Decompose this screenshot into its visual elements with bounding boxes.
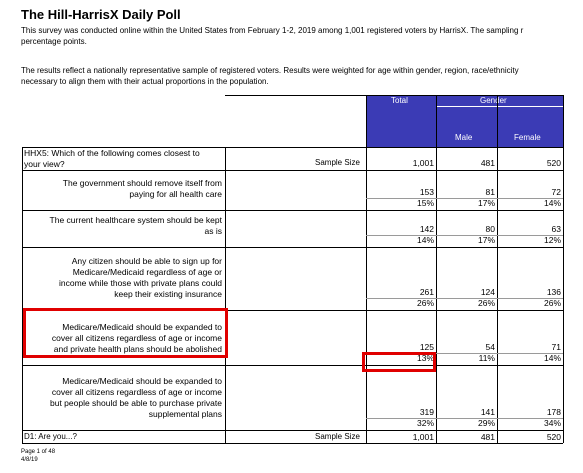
col-divider [366, 95, 367, 443]
col-divider [563, 95, 564, 443]
row-divider [22, 147, 563, 148]
pct-divider [366, 198, 563, 199]
count-female: 136 [546, 287, 561, 297]
sample-size-label: Sample Size [315, 158, 360, 167]
answer-option: Any citizen should be able to sign up fo… [26, 256, 222, 300]
col-divider [225, 147, 226, 443]
row-divider [22, 443, 563, 444]
answer-line: Medicare/Medicaid regardless of age or [72, 267, 222, 277]
pct-divider [366, 235, 563, 236]
count-male: 54 [485, 342, 495, 352]
percent-male: 29% [477, 418, 495, 428]
percent-female: 12% [543, 235, 561, 245]
question-line: your view? [24, 159, 65, 169]
col-divider [497, 95, 498, 443]
percent-total: 14% [416, 235, 434, 245]
answer-line: Any citizen should be able to sign up fo… [71, 256, 222, 266]
percent-male: 17% [477, 235, 495, 245]
answer-line: income while those with private plans co… [58, 278, 222, 288]
header-female: Female [514, 133, 541, 142]
col-divider [22, 147, 23, 443]
percent-female: 14% [543, 353, 561, 363]
header-total: Total [391, 96, 408, 105]
count-male: 81 [485, 187, 495, 197]
percent-total: 15% [416, 198, 434, 208]
answer-line: Medicare/Medicaid should be expanded to [62, 376, 222, 386]
count-female: 72 [551, 187, 561, 197]
percent-female: 14% [543, 198, 561, 208]
intro-text-1: This survey was conducted online within … [21, 25, 523, 47]
count-total: 142 [419, 224, 434, 234]
intro-line: necessary to align them with their actua… [21, 77, 269, 86]
count-male: 141 [480, 407, 495, 417]
percent-male: 11% [478, 353, 495, 363]
sample-size-female: 520 [546, 158, 561, 168]
answer-option: The current healthcare system should be … [26, 215, 222, 237]
pct-divider [366, 353, 563, 354]
highlight-box-percent [362, 352, 436, 372]
intro-line: percentage points. [21, 37, 87, 46]
sample-size-male: 481 [480, 158, 495, 168]
count-female: 71 [551, 342, 561, 352]
answer-option: Medicare/Medicaid should be expanded to c… [26, 376, 222, 420]
percent-male: 17% [477, 198, 495, 208]
header-gender: Gender [480, 96, 507, 105]
pct-divider [366, 418, 563, 419]
answer-line: The current healthcare system should be … [49, 215, 222, 225]
percent-total: 32% [416, 418, 434, 428]
answer-option: The government should remove itself from… [26, 178, 222, 200]
intro-line: This survey was conducted online within … [21, 26, 524, 35]
answer-line: Medicare/Medicaid should be expanded to [62, 322, 222, 332]
d1-sample-size-label: Sample Size [315, 432, 360, 441]
percent-total: 13% [416, 353, 434, 363]
count-total: 153 [419, 187, 434, 197]
report-date: 4/8/19 [21, 457, 38, 463]
d1-sample-size-total: 1,001 [412, 432, 434, 442]
answer-option: Medicare/Medicaid should be expanded to c… [26, 322, 222, 355]
header-male: Male [455, 133, 473, 142]
answer-line: cover all citizens regardless of age or … [51, 333, 222, 343]
count-total: 319 [419, 407, 434, 417]
sample-size-total: 1,001 [412, 158, 434, 168]
report-title: The Hill-HarrisX Daily Poll [21, 7, 181, 22]
count-male: 80 [485, 224, 495, 234]
intro-line: The results reflect a nationally represe… [21, 66, 519, 75]
col-divider [436, 95, 437, 443]
percent-female: 26% [543, 298, 561, 308]
d1-sample-size-female: 520 [546, 432, 561, 442]
pct-divider [366, 298, 563, 299]
answer-line: paying for all health care [129, 189, 222, 199]
row-divider [22, 247, 563, 248]
highlight-box-answer [23, 308, 228, 358]
percent-female: 34% [543, 418, 561, 428]
header-block [367, 95, 563, 147]
answer-line: The government should remove itself from [62, 178, 222, 188]
answer-line: cover all citizens regardless of age or … [51, 387, 222, 397]
count-female: 63 [551, 224, 561, 234]
answer-line: as is [204, 226, 222, 236]
question-text: HHX5: Which of the following comes close… [24, 148, 224, 170]
answer-line: supplemental plans [148, 409, 222, 419]
percent-total: 26% [416, 298, 434, 308]
header-divider [436, 106, 563, 107]
percent-male: 26% [477, 298, 495, 308]
answer-line: but people should be able to purchase pr… [49, 398, 222, 408]
question-line: HHX5: Which of the following comes close… [24, 148, 200, 158]
count-total: 125 [419, 342, 434, 352]
row-divider [22, 365, 563, 366]
answer-line: and private health plans should be aboli… [53, 344, 222, 354]
row-divider [22, 310, 563, 311]
count-total: 261 [419, 287, 434, 297]
row-divider [22, 210, 563, 211]
count-female: 178 [546, 407, 561, 417]
row-divider [22, 170, 563, 171]
count-male: 124 [480, 287, 495, 297]
answer-line: keep their existing insurance [114, 289, 222, 299]
row-divider [22, 430, 563, 431]
header-top-border [225, 95, 563, 96]
intro-text-2: The results reflect a nationally represe… [21, 65, 519, 87]
d1-question: D1: Are you...? [24, 432, 77, 441]
d1-sample-size-male: 481 [480, 432, 495, 442]
page-number: Page 1 of 48 [21, 449, 56, 455]
